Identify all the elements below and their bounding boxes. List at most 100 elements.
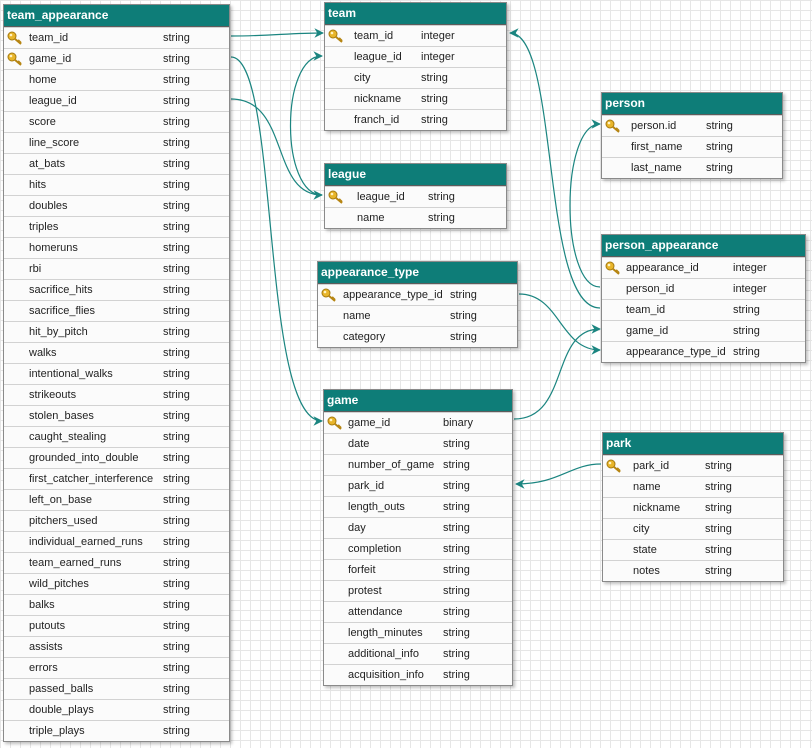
column-type: string bbox=[421, 72, 448, 84]
table: park park_id string name string nickname strin… bbox=[602, 432, 784, 582]
column-name: league_id bbox=[354, 51, 402, 63]
column-name: appearance_type_id bbox=[343, 289, 443, 301]
column-name: appearance_id bbox=[626, 262, 699, 274]
column-name: date bbox=[348, 438, 370, 450]
column-row: walks string bbox=[4, 342, 229, 363]
column-type: string bbox=[163, 347, 190, 359]
column-row: park_id string bbox=[603, 455, 783, 476]
column-name: pitchers_used bbox=[29, 515, 98, 527]
column-row: putouts string bbox=[4, 615, 229, 636]
column-name: sacrifice_hits bbox=[29, 284, 93, 296]
column-type: string bbox=[163, 494, 190, 506]
column-name: at_bats bbox=[29, 158, 66, 170]
column-type: string bbox=[443, 627, 470, 639]
table-header: game bbox=[324, 390, 512, 412]
link bbox=[513, 324, 601, 420]
column-type: string bbox=[163, 452, 190, 464]
table-header: league bbox=[325, 164, 506, 186]
key-icon bbox=[321, 288, 337, 309]
column-row: homeruns string bbox=[4, 237, 229, 258]
column-type: string bbox=[443, 564, 470, 576]
key-icon bbox=[7, 31, 23, 52]
column-name: putouts bbox=[29, 620, 66, 632]
column-row: protest string bbox=[324, 580, 512, 601]
column-name: walks bbox=[29, 347, 57, 359]
column-type: string bbox=[705, 544, 732, 556]
table-header: person_appearance bbox=[602, 235, 805, 257]
column-row: city string bbox=[603, 518, 783, 539]
column-name: protest bbox=[348, 585, 382, 597]
link bbox=[230, 28, 324, 38]
column-type: string bbox=[705, 460, 732, 472]
link bbox=[569, 119, 601, 288]
column-row: balks string bbox=[4, 594, 229, 615]
column-row: triples string bbox=[4, 216, 229, 237]
key-icon bbox=[605, 261, 621, 282]
table-header: park bbox=[603, 433, 783, 455]
column-type: string bbox=[428, 212, 455, 224]
column-row: line_score string bbox=[4, 132, 229, 153]
column-row: acquisition_info string bbox=[324, 664, 512, 685]
column-type: string bbox=[163, 158, 190, 170]
column-type: string bbox=[450, 310, 477, 322]
key-icon bbox=[328, 190, 344, 211]
column-row: city string bbox=[325, 67, 506, 88]
column-type: string bbox=[163, 200, 190, 212]
column-name: passed_balls bbox=[29, 683, 94, 695]
column-type: string bbox=[163, 578, 190, 590]
column-type: integer bbox=[421, 51, 455, 63]
column-type: string bbox=[163, 305, 190, 317]
link bbox=[518, 293, 601, 355]
column-name: line_score bbox=[29, 137, 80, 149]
column-type: string bbox=[443, 522, 470, 534]
column-type: string bbox=[163, 326, 190, 338]
column-row: category string bbox=[318, 326, 517, 347]
column-name: errors bbox=[29, 662, 58, 674]
column-row: assists string bbox=[4, 636, 229, 657]
column-type: string bbox=[163, 389, 190, 401]
column-name: double_plays bbox=[29, 704, 94, 716]
column-row: state string bbox=[603, 539, 783, 560]
column-name: doubles bbox=[29, 200, 68, 212]
column-row: at_bats string bbox=[4, 153, 229, 174]
column-type: string bbox=[421, 114, 448, 126]
column-type: string bbox=[163, 431, 190, 443]
column-name: name bbox=[343, 310, 371, 322]
column-row: notes string bbox=[603, 560, 783, 581]
column-type: string bbox=[443, 648, 470, 660]
link bbox=[230, 56, 323, 426]
column-name: appearance_type_id bbox=[626, 346, 726, 358]
column-row: first_name string bbox=[602, 136, 782, 157]
column-type: string bbox=[443, 501, 470, 513]
column-row: team_id string bbox=[4, 27, 229, 48]
column-type: string bbox=[706, 162, 733, 174]
key-icon bbox=[605, 119, 621, 140]
table: game game_id binary date string number_of_gam… bbox=[323, 389, 513, 686]
column-row: errors string bbox=[4, 657, 229, 678]
column-name: acquisition_info bbox=[348, 669, 424, 681]
key-icon bbox=[7, 52, 23, 73]
column-type: string bbox=[163, 620, 190, 632]
column-type: string bbox=[706, 141, 733, 153]
column-type: string bbox=[163, 410, 190, 422]
column-row: triple_plays string bbox=[4, 720, 229, 741]
link bbox=[290, 51, 323, 196]
column-row: doubles string bbox=[4, 195, 229, 216]
column-row: game_id string bbox=[602, 320, 805, 341]
column-name: team_earned_runs bbox=[29, 557, 122, 569]
column-type: string bbox=[163, 683, 190, 695]
column-type: string bbox=[163, 536, 190, 548]
column-name: wild_pitches bbox=[29, 578, 89, 590]
column-name: triples bbox=[29, 221, 59, 233]
column-row: length_outs string bbox=[324, 496, 512, 517]
table: appearance_type appearance_type_id string n… bbox=[317, 261, 518, 348]
column-row: game_id binary bbox=[324, 412, 512, 433]
column-name: hits bbox=[29, 179, 47, 191]
column-type: string bbox=[163, 599, 190, 611]
column-row: person_id integer bbox=[602, 278, 805, 299]
column-row: name string bbox=[325, 207, 506, 228]
column-name: game_id bbox=[348, 417, 391, 429]
column-row: league_id string bbox=[325, 186, 506, 207]
column-name: first_catcher_interference bbox=[29, 473, 154, 485]
column-name: completion bbox=[348, 543, 402, 555]
